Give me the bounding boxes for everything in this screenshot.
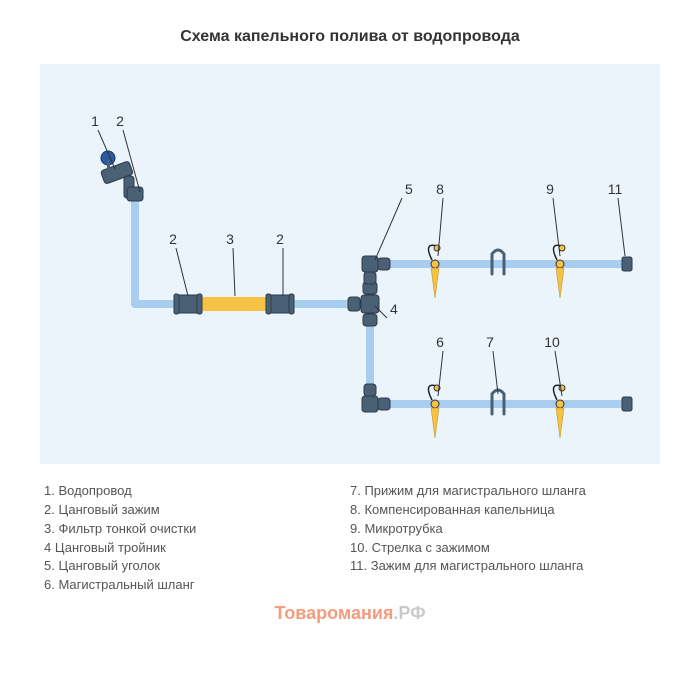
svg-text:2: 2 <box>276 231 284 247</box>
svg-text:8: 8 <box>436 181 444 197</box>
legend-item: 9. Микротрубка <box>350 520 656 539</box>
legend-item: 3. Фильтр тонкой очистки <box>44 520 350 539</box>
svg-text:5: 5 <box>405 181 413 197</box>
svg-text:9: 9 <box>546 181 554 197</box>
legend-item: 11. Зажим для магистрального шланга <box>350 557 656 576</box>
watermark: Товаромания.РФ <box>0 603 700 624</box>
legend-item: 4 Цанговый тройник <box>44 539 350 558</box>
legend-item: 7. Прижим для магистрального шланга <box>350 482 656 501</box>
svg-text:1: 1 <box>91 113 99 129</box>
legend-item: 8. Компенсированная капельница <box>350 501 656 520</box>
legend-left-col: 1. Водопровод2. Цанговый зажим3. Фильтр … <box>44 482 350 595</box>
svg-text:6: 6 <box>436 334 444 350</box>
watermark-part2: .РФ <box>393 603 425 623</box>
legend-item: 10. Стрелка с зажимом <box>350 539 656 558</box>
svg-text:2: 2 <box>116 113 124 129</box>
legend-item: 5. Цанговый уголок <box>44 557 350 576</box>
legend-item: 6. Магистральный шланг <box>44 576 350 595</box>
svg-text:11: 11 <box>608 181 623 197</box>
page-title: Схема капельного полива от водопровода <box>0 0 700 64</box>
legend-item: 1. Водопровод <box>44 482 350 501</box>
legend-item: 2. Цанговый зажим <box>44 501 350 520</box>
legend: 1. Водопровод2. Цанговый зажим3. Фильтр … <box>0 464 700 595</box>
watermark-part1: Товаромания <box>274 603 393 623</box>
svg-text:4: 4 <box>390 301 398 317</box>
drip-irrigation-diagram: 1 2 2 3 2 4 5 8 9 11 6 7 10 <box>40 64 660 464</box>
svg-text:3: 3 <box>226 231 234 247</box>
svg-text:7: 7 <box>486 334 494 350</box>
svg-text:2: 2 <box>169 231 177 247</box>
legend-right-col: 7. Прижим для магистрального шланга8. Ко… <box>350 482 656 595</box>
svg-text:10: 10 <box>544 334 560 350</box>
